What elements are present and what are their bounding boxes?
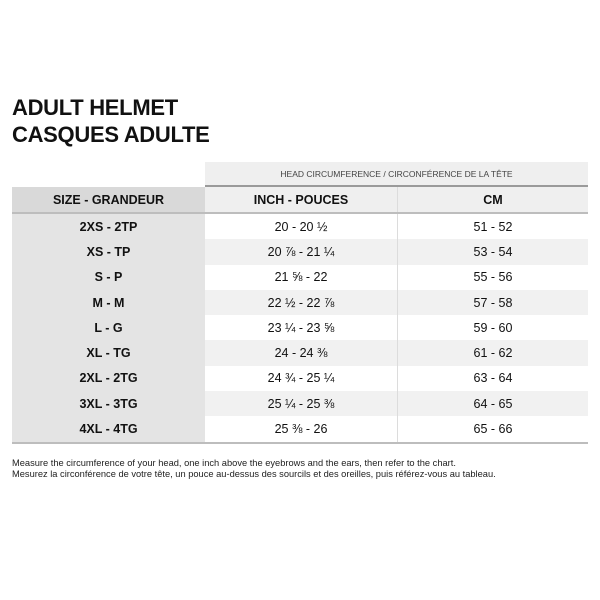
cm-cell: 55 - 56 (473, 270, 513, 285)
table-row: XS - TP 20 ⅞ - 21 ¼ 53 - 54 (12, 239, 588, 265)
size-chart-table: SIZE - GRANDEUR INCH - POUCES CM 2XS - 2… (12, 187, 588, 444)
header-cm: CM (397, 187, 588, 214)
note-en: Measure the circumference of your head, … (12, 458, 456, 468)
cm-cell: 57 - 58 (397, 289, 588, 316)
cm-cell: 61 - 62 (397, 340, 588, 366)
size-cell: 2XS - 2TP (12, 213, 205, 240)
header-inch: INCH - POUCES (205, 187, 398, 214)
measurement-note: Measure the circumference of your head, … (12, 458, 496, 480)
inch-cell: 23 ¼ - 23 ⅝ (205, 315, 398, 341)
cm-cell: 53 - 54 (397, 239, 588, 265)
inch-cell: 21 ⅝ - 22 (205, 264, 398, 290)
size-cell: L - G (12, 315, 205, 341)
table-row: 4XL - 4TG 25 ⅜ - 26 65 - 66 (12, 416, 588, 444)
cm-cell: 59 - 60 (473, 320, 513, 335)
inch-cell: 20 - 20 ½ (205, 213, 398, 240)
header-row: SIZE - GRANDEUR INCH - POUCES CM (12, 187, 588, 214)
table-row: S - P 21 ⅝ - 22 55 - 56 (12, 264, 588, 290)
inch-cell: 22 ½ - 22 ⅞ (205, 289, 398, 316)
head-circumference-header: HEAD CIRCUMFERENCE / CIRCONFÉRENCE DE LA… (205, 162, 588, 187)
size-cell: S - P (12, 264, 205, 290)
inch-cell: 24 - 24 ⅜ (205, 340, 398, 366)
inch-cell: 25 ⅜ - 26 (205, 416, 398, 444)
table-row: L - G 23 ¼ - 23 ⅝ 59 - 60 (12, 315, 588, 341)
size-cell: M - M (12, 289, 205, 316)
table-row: 2XL - 2TG 24 ¾ - 25 ¼ 63 - 64 (12, 365, 588, 392)
title-fr: CASQUES ADULTE (12, 122, 210, 147)
cm-cell: 63 - 64 (473, 371, 513, 386)
inch-cell: 24 ¾ - 25 ¼ (205, 365, 398, 392)
table-row: 3XL - 3TG 25 ¼ - 25 ⅜ 64 - 65 (12, 391, 588, 417)
size-cell: 2XL - 2TG (12, 365, 205, 392)
size-cell: XL - TG (12, 340, 205, 366)
size-cell: XS - TP (12, 239, 205, 265)
table-row: M - M 22 ½ - 22 ⅞ 57 - 58 (12, 289, 588, 316)
title-en: ADULT HELMET (12, 95, 178, 120)
size-cell: 3XL - 3TG (12, 391, 205, 417)
inch-cell: 25 ¼ - 25 ⅜ (205, 391, 398, 417)
note-fr: Mesurez la circonférence de votre tête, … (12, 469, 496, 479)
page-title: ADULT HELMET CASQUES ADULTE (12, 94, 210, 148)
table-row: XL - TG 24 - 24 ⅜ 61 - 62 (12, 340, 588, 366)
cm-cell: 65 - 66 (397, 416, 588, 444)
cm-cell: 64 - 65 (397, 391, 588, 417)
size-cell: 4XL - 4TG (12, 416, 205, 444)
table-row: 2XS - 2TP 20 - 20 ½ 51 - 52 (12, 213, 588, 240)
header-size: SIZE - GRANDEUR (12, 187, 205, 214)
inch-cell: 20 ⅞ - 21 ¼ (205, 239, 398, 265)
cm-cell: 51 - 52 (473, 219, 513, 234)
